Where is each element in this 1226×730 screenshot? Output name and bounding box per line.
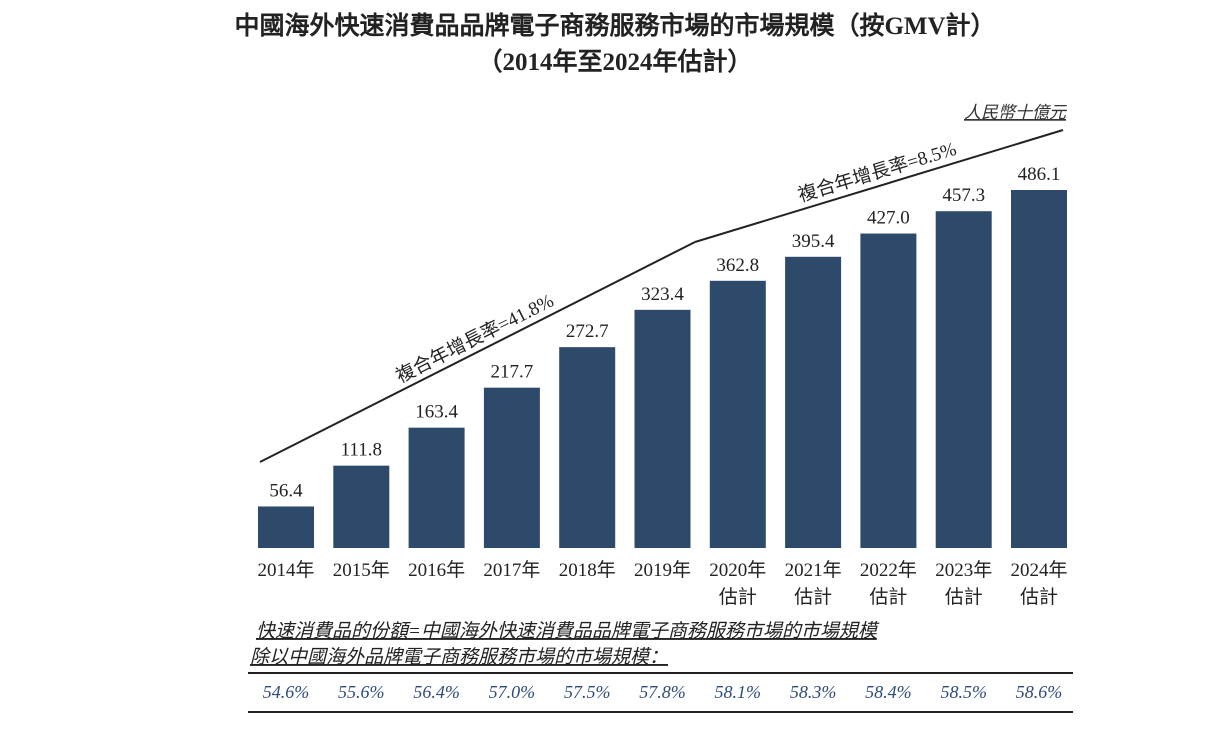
x-tick-label: 2019年 — [634, 559, 691, 581]
x-tick-label: 估計 — [1020, 586, 1058, 608]
x-tick-label: 估計 — [719, 586, 757, 608]
share-value: 55.6% — [338, 682, 385, 702]
share-value: 56.4% — [413, 682, 460, 702]
x-tick-label: 2015年 — [333, 559, 390, 581]
share-value: 57.8% — [639, 682, 686, 702]
chart-subtitle: （2014年至2024年估計） — [477, 47, 752, 76]
x-tick-label: 2023年 — [935, 559, 992, 581]
value-label: 457.3 — [942, 185, 985, 206]
value-label: 323.4 — [641, 284, 684, 305]
bar-2016年 — [408, 427, 465, 548]
value-label: 395.4 — [792, 231, 835, 252]
x-tick-label: 估計 — [794, 586, 832, 608]
x-tick-label: 估計 — [945, 586, 983, 608]
footnote-line-1: 快速消費品的份額=中國海外快速消費品品牌電子商務服務市場的市場規模 — [256, 620, 880, 642]
share-value: 58.3% — [790, 682, 837, 702]
cagr-line — [694, 129, 1064, 243]
bar-2015年 — [333, 465, 390, 548]
value-label: 427.0 — [867, 208, 910, 229]
x-tick-label: 估計 — [869, 586, 907, 608]
bar-2018年 — [559, 347, 616, 548]
x-tick-label: 2018年 — [559, 559, 616, 581]
value-label: 56.4 — [269, 480, 303, 501]
unit-label: 人民幣十億元 — [964, 103, 1068, 122]
bar-2020年 — [709, 280, 766, 548]
value-labels: 56.4 111.8 163.4 217.7 272.7 323.4 362.8 395.4 4… — [269, 164, 1060, 501]
chart-title: 中國海外快速消費品品牌電子商務服務市場的市場規模（按GMV計） — [234, 11, 995, 40]
bar-2017年 — [483, 387, 540, 548]
bar-2019年 — [634, 309, 691, 548]
share-value: 58.5% — [940, 682, 987, 702]
value-label: 272.7 — [566, 321, 609, 342]
value-label: 362.8 — [716, 255, 759, 276]
value-label: 217.7 — [491, 362, 534, 383]
value-label: 111.8 — [341, 440, 382, 461]
x-tick-label: 2020年 — [709, 559, 766, 581]
bar-2022年 — [860, 233, 917, 548]
x-tick-label: 2024年 — [1010, 559, 1067, 581]
x-tick-label: 2016年 — [408, 559, 465, 581]
share-value: 58.1% — [715, 682, 762, 702]
bar-2014年 — [258, 506, 314, 548]
share-values: 54.6% 55.6% 56.4% 57.0% 57.5% 57.8% 58.1% 58.3%… — [263, 682, 1063, 702]
footnote-line-2: 除以中國海外品牌電子商務服務市場的市場規模： — [250, 646, 668, 668]
bar-2024年 — [1011, 190, 1067, 548]
cagr-label: 複合年增長率=8.5% — [795, 138, 959, 207]
share-value: 58.4% — [865, 682, 912, 702]
bar-2021年 — [785, 256, 842, 548]
x-tick-label: 2014年 — [257, 559, 314, 581]
bars — [258, 190, 1067, 548]
share-value: 57.5% — [564, 682, 611, 702]
share-value: 58.6% — [1016, 682, 1063, 702]
share-value: 54.6% — [263, 682, 310, 702]
share-value: 57.0% — [489, 682, 536, 702]
cagr-line — [259, 241, 696, 463]
value-label: 163.4 — [415, 402, 458, 423]
x-tick-label: 2021年 — [785, 559, 842, 581]
x-tick-label: 2022年 — [860, 559, 917, 581]
x-tick-label: 2017年 — [483, 559, 540, 581]
value-label: 486.1 — [1018, 164, 1061, 185]
bar-2023年 — [935, 211, 992, 548]
